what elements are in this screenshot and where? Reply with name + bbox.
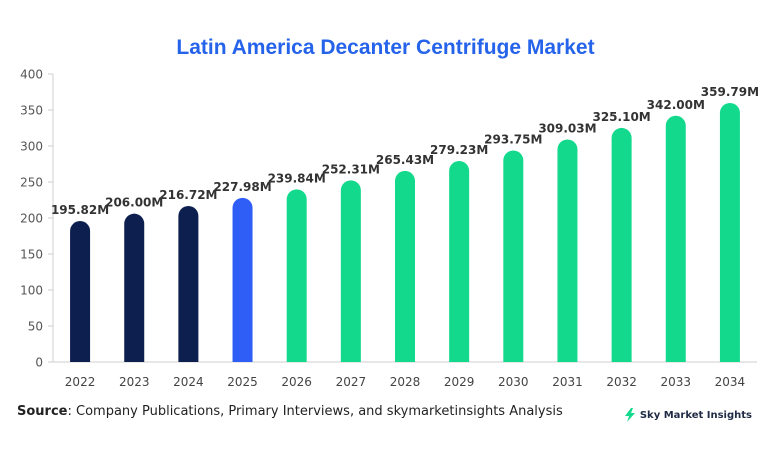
y-tick-label: 350 bbox=[20, 104, 43, 118]
lightning-bolt-icon bbox=[624, 408, 635, 422]
brand-name: Sky Market Insights bbox=[639, 409, 752, 421]
x-tick-label-2024: 2024 bbox=[173, 375, 204, 389]
y-axis: 0 50 100 150 200 250 300 350 400 bbox=[20, 68, 54, 370]
y-tick-label: 150 bbox=[20, 248, 43, 262]
data-label-2022: 195.82M bbox=[51, 203, 109, 217]
x-tick-label-2028: 2028 bbox=[390, 375, 421, 389]
data-label-2026: 239.84M bbox=[268, 171, 326, 185]
bar-2027 bbox=[340, 180, 361, 362]
bar-2026 bbox=[286, 189, 307, 362]
x-tick-label-2032: 2032 bbox=[606, 375, 637, 389]
bar-2023 bbox=[124, 213, 145, 362]
bar-2029 bbox=[449, 160, 470, 362]
source-text: : Company Publications, Primary Intervie… bbox=[67, 404, 563, 419]
x-tick-label-2026: 2026 bbox=[281, 375, 312, 389]
data-label-2024: 216.72M bbox=[159, 188, 217, 202]
data-label-2033: 342.00M bbox=[647, 98, 705, 112]
data-label-2027: 252.31M bbox=[322, 162, 380, 176]
source-label: Source bbox=[17, 404, 68, 419]
bar-2022 bbox=[70, 221, 91, 362]
data-label-2030: 293.75M bbox=[484, 133, 542, 147]
x-tick-label-2030: 2030 bbox=[498, 375, 529, 389]
bar-2024 bbox=[178, 205, 199, 362]
x-tick-label-2027: 2027 bbox=[336, 375, 367, 389]
y-tick-label: 400 bbox=[20, 68, 43, 82]
x-axis: 2022 2023 2024 2025 2026 2027 2028 2029 2030 2031… bbox=[53, 361, 757, 389]
source-note: Source: Company Publications, Primary In… bbox=[17, 404, 563, 419]
x-tick-label-2033: 2033 bbox=[660, 375, 691, 389]
data-label-2029: 279.23M bbox=[430, 143, 488, 157]
bar-2030 bbox=[503, 150, 524, 362]
bar-2033 bbox=[665, 115, 686, 362]
x-tick-label-2029: 2029 bbox=[444, 375, 475, 389]
y-tick-label: 100 bbox=[20, 284, 43, 298]
data-label-2034: 359.79M bbox=[701, 85, 759, 99]
data-label-2025: 227.98M bbox=[213, 180, 271, 194]
x-tick-label-2031: 2031 bbox=[552, 375, 583, 389]
bar-2031 bbox=[557, 139, 578, 362]
y-tick-label: 250 bbox=[20, 176, 43, 190]
bar-2025 bbox=[232, 197, 253, 362]
data-label-2031: 309.03M bbox=[538, 121, 596, 135]
y-tick-label: 50 bbox=[28, 320, 43, 334]
y-tick-label: 0 bbox=[35, 356, 43, 370]
x-tick-label-2034: 2034 bbox=[715, 375, 746, 389]
y-tick-label: 300 bbox=[20, 140, 43, 154]
data-labels: 195.82M206.00M216.72M227.98M239.84M252.3… bbox=[51, 85, 759, 217]
data-label-2032: 325.10M bbox=[592, 110, 650, 124]
brand-logo: Sky Market Insights bbox=[624, 408, 752, 422]
chart-title: Latin America Decanter Centrifuge Market bbox=[176, 36, 595, 59]
x-tick-label-2025: 2025 bbox=[227, 375, 258, 389]
x-tick-label-2022: 2022 bbox=[65, 375, 96, 389]
bar-2032 bbox=[611, 127, 632, 362]
x-tick-label-2023: 2023 bbox=[119, 375, 150, 389]
data-label-2023: 206.00M bbox=[105, 196, 163, 210]
bar-2028 bbox=[395, 170, 415, 362]
y-tick-label: 200 bbox=[20, 212, 43, 226]
bar-2034 bbox=[719, 102, 740, 362]
bars bbox=[70, 102, 740, 362]
data-label-2028: 265.43M bbox=[376, 153, 434, 167]
